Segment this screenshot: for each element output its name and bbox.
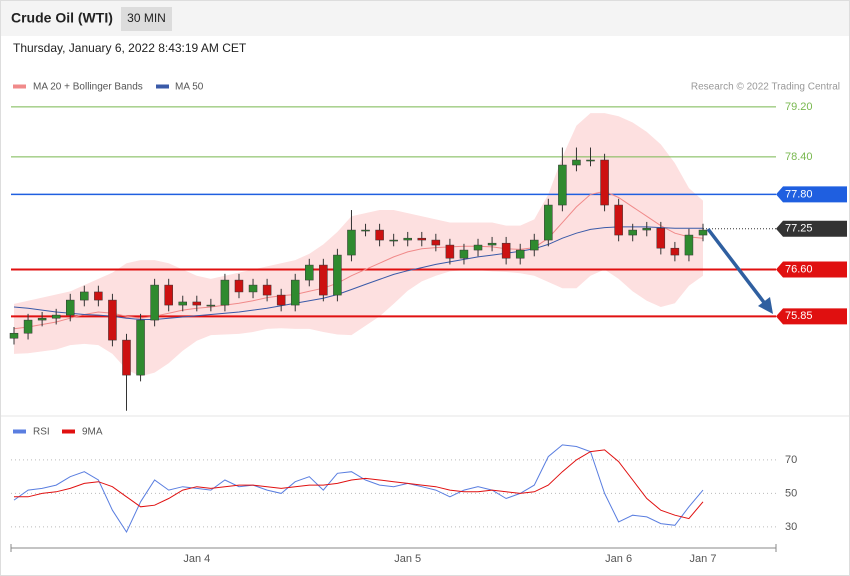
candle-body <box>347 229 356 256</box>
candle-body <box>515 249 525 259</box>
legend-label: MA 50 <box>175 82 204 93</box>
candle-body <box>276 294 286 306</box>
candle-body <box>192 301 202 306</box>
level-tag <box>776 308 847 325</box>
level-label: 77.80 <box>785 188 813 200</box>
ma-line <box>13 190 704 330</box>
candle-body <box>586 159 595 162</box>
candle-body <box>473 244 483 251</box>
candle-body <box>614 204 623 236</box>
plot-layer: 79.20 78.40 77.80 77.25 76.60 75.85 MA 20 + Bo… <box>9 82 847 565</box>
x-tick-label: Jan 4 <box>183 553 210 565</box>
level-label: 77.25 <box>785 223 813 235</box>
candle-body <box>23 319 33 334</box>
level-label: 78.40 <box>785 151 813 163</box>
candle-body <box>572 159 581 166</box>
x-tick-label: Jan 6 <box>605 553 632 565</box>
candle-body <box>206 304 216 307</box>
candle-body <box>319 264 328 296</box>
candle-body <box>65 299 75 316</box>
band-layer <box>11 106 776 377</box>
y-tick-label: 70 <box>785 454 797 466</box>
candle-body <box>544 204 553 241</box>
candle-body <box>642 227 652 231</box>
candle-body <box>122 339 131 376</box>
candle-body <box>403 237 412 241</box>
legend-swatch <box>13 429 26 434</box>
candle-body <box>656 227 666 249</box>
candle-body <box>487 242 497 246</box>
candle-body <box>262 284 272 296</box>
candle-body <box>136 319 145 376</box>
legend-swatch <box>13 84 26 89</box>
candle-body <box>220 279 230 306</box>
x-tick-label: Jan 7 <box>690 553 717 565</box>
candle-body <box>501 242 511 259</box>
candle-body <box>164 284 173 306</box>
legend-label: RSI <box>33 427 50 438</box>
candle-body <box>670 247 680 256</box>
y-tick-label: 30 <box>785 521 797 533</box>
candle-body <box>94 291 103 301</box>
candle-body <box>628 229 637 236</box>
indicator-line <box>13 444 704 534</box>
candle-body <box>558 164 567 206</box>
legend-swatch <box>156 84 169 89</box>
candle-body <box>178 301 187 306</box>
interval-badge <box>121 7 172 31</box>
candle-body <box>431 239 441 246</box>
candle-body <box>51 314 61 319</box>
candle-body <box>290 279 300 306</box>
bollinger-band <box>14 113 703 377</box>
level-tag <box>776 220 847 237</box>
arrow-head <box>758 297 773 314</box>
y-tick-label: 50 <box>785 487 797 499</box>
level-tag <box>776 261 847 278</box>
indicator-line <box>14 449 704 520</box>
timestamp: Thursday, January 6, 2022 8:43:19 AM CET <box>13 41 247 55</box>
candle-body <box>375 229 384 241</box>
projection-arrow <box>706 227 768 307</box>
x-tick-label: Jan 5 <box>394 553 421 565</box>
candle-body <box>417 237 427 241</box>
level-label: 79.20 <box>785 101 813 113</box>
credit: Research © 2022 Trading Central <box>691 82 840 93</box>
candle-body <box>389 239 398 242</box>
candle-body <box>445 244 455 259</box>
legend-swatch <box>62 429 75 434</box>
candle-body <box>305 264 314 281</box>
legend-label: MA 20 + Bollinger Bands <box>33 82 143 93</box>
candle-body <box>234 279 244 293</box>
candle-body <box>248 284 258 293</box>
candle-body <box>684 234 694 256</box>
candle-body <box>459 249 469 259</box>
level-tag <box>776 186 847 203</box>
legend-label: 9MA <box>82 427 103 438</box>
candle-body <box>361 229 370 232</box>
candle-body <box>80 291 89 301</box>
candle-body <box>37 317 47 321</box>
candle-body <box>108 299 117 341</box>
candle-body <box>9 332 19 339</box>
level-label: 76.60 <box>785 263 813 275</box>
level-label: 75.85 <box>785 310 813 322</box>
title: Crude Oil (WTI) <box>11 10 113 26</box>
ma-line <box>13 226 703 320</box>
candle-body <box>600 159 609 206</box>
interval: 30 MIN <box>127 11 166 25</box>
candle-body <box>698 229 708 236</box>
candle-body <box>150 284 159 321</box>
candle-body <box>333 254 342 296</box>
candle-body <box>530 239 539 251</box>
